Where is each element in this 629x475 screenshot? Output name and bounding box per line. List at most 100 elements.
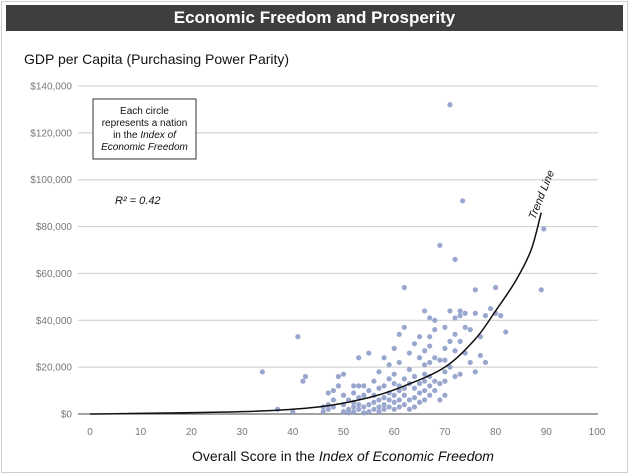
data-point [376,409,382,415]
data-point [422,397,428,403]
data-point [396,331,402,337]
data-point [437,357,443,363]
data-point [366,409,372,415]
data-point [447,364,453,370]
data-point [361,410,367,416]
data-point [290,409,296,415]
data-point [427,334,433,340]
data-point [356,406,362,412]
data-point [422,371,428,377]
y-tick-label: $100,000 [30,175,72,186]
data-point [300,378,306,384]
data-point [391,399,397,405]
data-point [411,385,418,391]
data-point [422,348,428,354]
data-point [401,376,407,382]
data-point [381,355,387,361]
data-point [361,392,367,398]
data-point [356,402,362,408]
data-point [356,355,362,361]
data-point [391,345,397,351]
data-point [361,404,367,410]
data-point [381,406,387,412]
data-point [330,387,336,394]
data-point [437,397,443,403]
data-point [482,359,489,366]
data-point [432,327,438,333]
data-point [340,392,347,398]
trend-line-label: Trend Line [527,169,558,222]
data-point [381,383,387,389]
data-point [442,369,448,375]
x-tick-label: 90 [541,427,553,438]
data-point [345,406,352,412]
data-point [432,378,438,384]
data-point [427,383,433,389]
data-point [295,334,301,340]
data-point [437,380,443,387]
data-point [452,348,458,354]
data-point [386,404,392,410]
data-point [325,390,331,396]
data-point [467,359,473,366]
data-point [391,371,397,377]
data-point [462,324,468,330]
data-point [351,409,357,415]
data-point [391,392,397,398]
data-point [259,369,265,375]
data-point [487,305,494,312]
data-point [447,102,453,108]
data-point [376,397,382,403]
data-point [411,373,418,380]
data-point [422,387,428,394]
x-tick-label: 30 [237,427,249,438]
data-point [457,313,463,319]
data-point [416,334,423,340]
x-tick-label: 0 [87,427,93,438]
data-point [302,373,309,380]
data-point [427,359,433,366]
data-point [422,308,428,314]
data-point [274,406,281,412]
note-line: Economic Freedom [101,142,188,153]
data-point [396,359,402,366]
data-point [411,404,418,410]
data-points [259,102,547,416]
y-axis-title: GDP per Capita (Purchasing Power Parity) [24,51,289,67]
data-point [356,383,362,389]
data-point [416,380,423,387]
x-tick-labels: 0 10 20 30 40 50 60 70 80 90 100 [87,427,606,438]
data-point [477,352,483,359]
data-point [376,369,382,375]
data-point [381,402,387,408]
data-point [401,324,407,330]
data-point [371,378,377,384]
data-point [406,350,413,356]
data-point [401,392,407,398]
data-point [411,341,418,347]
r-squared-label: R² = 0.42 [115,195,161,207]
data-point [386,397,392,403]
data-point [325,406,331,412]
data-point [396,404,402,410]
x-tick-label: 100 [589,427,606,438]
data-point [427,315,433,321]
note-line: in the Index of [113,130,177,141]
data-point [447,308,453,314]
data-point [366,350,372,356]
data-point [416,390,423,396]
data-point [340,409,347,415]
data-point [442,357,448,363]
y-tick-label: $60,000 [36,269,73,280]
data-point [381,395,387,401]
data-point [371,406,377,412]
note-box-border [92,98,197,160]
data-point [422,378,428,384]
data-point [442,345,448,351]
data-point [457,371,463,377]
data-point [320,409,326,415]
y-tick-labels: $0 $20,000 $40,000 $60,000 $80,000 $100,000 $1… [30,82,72,421]
y-tick-label: $140,000 [30,82,72,93]
